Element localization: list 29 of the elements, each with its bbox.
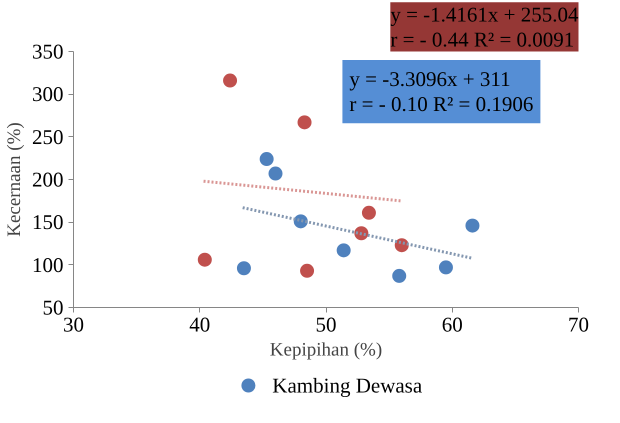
x-tick-label: 60 [442, 312, 463, 336]
point [260, 152, 274, 166]
point [300, 264, 314, 278]
y-tick-label: 100 [32, 252, 64, 277]
text: y = -1.4161x + 255.04 r = - 0.44 R² = 0.0091 [390, 2, 579, 52]
point [362, 206, 376, 220]
point [298, 115, 312, 130]
y-tick-label: 250 [32, 124, 64, 149]
y-tick-label: 200 [32, 168, 64, 192]
point [438, 260, 453, 274]
annotation: y = -3.3096x + 311 r = - 0.10 R² = 0.1906 [349, 67, 534, 116]
point [268, 166, 282, 181]
y-tick-label: 150 [32, 210, 64, 234]
x-tick-label: 30 [63, 312, 84, 336]
legend-label: Kambing Dewasa [272, 374, 423, 398]
y-tick-label: 300 [32, 82, 64, 106]
y-tick-label: 350 [32, 40, 64, 64]
x-tick-label: 40 [189, 312, 210, 336]
x-tick-label: 70 [568, 312, 589, 336]
point [236, 261, 251, 276]
x-axis-title: Kepipihan (%) [270, 340, 382, 360]
point [392, 268, 406, 283]
x-tick-label: 50 [316, 312, 336, 336]
y-axis-title: Kecernaan (%) [4, 122, 25, 237]
point [223, 74, 238, 88]
point [465, 218, 480, 233]
y-tick-label: 50 [42, 296, 64, 320]
point [198, 252, 212, 267]
point [336, 243, 351, 258]
